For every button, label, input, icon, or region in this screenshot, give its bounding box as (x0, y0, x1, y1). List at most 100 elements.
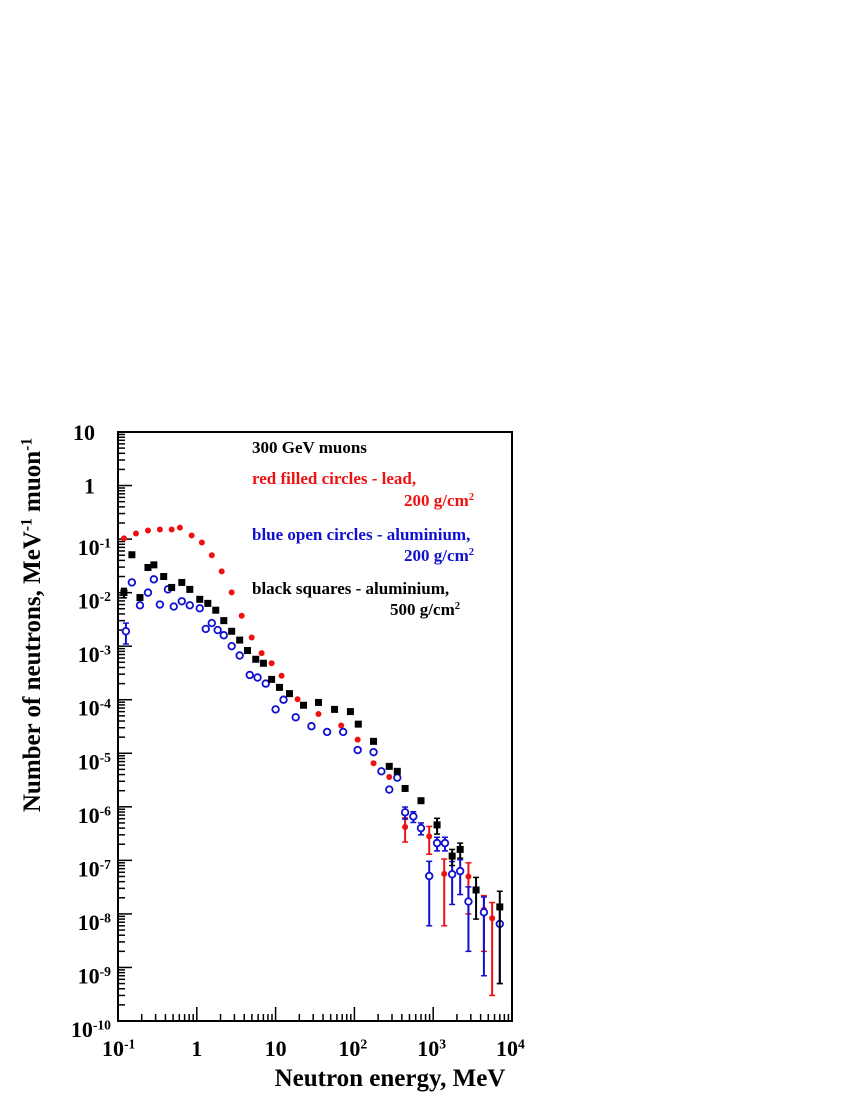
data-point (291, 713, 300, 722)
x-tick-label: 10 (265, 1036, 287, 1061)
text-part: muon (19, 451, 46, 518)
data-point (440, 838, 450, 848)
data-point (393, 773, 402, 782)
text-part: -1 (19, 438, 36, 451)
text-part: -9 (100, 964, 112, 979)
data-point (464, 897, 473, 906)
data-point (271, 705, 280, 714)
data-point (258, 650, 265, 657)
data-point (268, 660, 275, 667)
annotation: blue open circles - aluminium, (252, 525, 470, 544)
data-point (176, 524, 183, 531)
data-point (143, 588, 153, 597)
data-point (245, 670, 254, 680)
text-part: 10 (102, 1036, 124, 1061)
data-point (433, 821, 441, 829)
data-point (219, 631, 228, 640)
data-point (385, 762, 393, 770)
data-point (278, 672, 285, 679)
x-tick-label: 10-1 (102, 1036, 136, 1061)
data-point (261, 679, 270, 688)
data-point (228, 589, 235, 596)
x-tick-label: 1 (191, 1036, 202, 1061)
plot-frame (117, 431, 513, 1022)
data-point (279, 695, 288, 704)
data-point (300, 701, 308, 709)
data-point (244, 647, 252, 655)
data-point (338, 722, 345, 729)
data-point (315, 711, 322, 718)
data-point (432, 838, 442, 848)
text-part: -10 (93, 1017, 111, 1032)
y-axis-title: Number of neutrons, MeV-1 muon-1 (18, 438, 46, 812)
text-part: 10 (338, 1036, 360, 1061)
text-part: -1 (18, 518, 35, 531)
data-point (150, 561, 158, 569)
annotation: 200 g/cm2 (404, 491, 474, 510)
text-part: 10 (78, 589, 100, 614)
data-point (253, 673, 262, 682)
data-point (136, 594, 144, 602)
annotation: 500 g/cm2 (390, 600, 460, 619)
text-part: 2 (455, 601, 460, 612)
data-point (213, 625, 222, 635)
y-tick-label: 10-7 (78, 856, 112, 881)
data-point (195, 604, 204, 613)
text-part: -5 (100, 750, 112, 765)
y-tick-label: 10-1 (78, 535, 112, 560)
data-point (186, 585, 194, 593)
data-point (121, 627, 131, 636)
data-point (448, 852, 456, 860)
data-point (259, 659, 267, 667)
data-point (207, 618, 216, 628)
data-point (201, 624, 210, 634)
data-point (185, 601, 194, 610)
data-point (441, 870, 448, 877)
text-part: 2 (469, 547, 474, 558)
x-tick-label: 103 (417, 1036, 446, 1061)
data-point (385, 785, 394, 794)
y-tick-label: 10-4 (78, 696, 112, 721)
x-tick-label: 104 (496, 1036, 525, 1061)
data-point (155, 600, 165, 609)
data-point (168, 583, 176, 591)
data-point (228, 627, 236, 635)
data-point (370, 737, 378, 745)
text-part: 10 (78, 856, 100, 881)
data-point (307, 722, 316, 731)
data-point (369, 747, 378, 757)
y-tick-label: 10-6 (78, 803, 112, 828)
data-point (377, 767, 386, 776)
text-part: red filled circles - lead, (252, 469, 416, 488)
data-point (132, 530, 139, 537)
data-point (370, 760, 377, 767)
text-part: Neutron energy, MeV (275, 1065, 506, 1092)
data-point (208, 552, 215, 559)
annotation: black squares - aluminium, (252, 579, 449, 598)
data-point (220, 617, 228, 625)
data-point (188, 532, 195, 539)
annotation: red filled circles - lead, (252, 469, 416, 488)
text-part: -7 (100, 857, 112, 872)
data-point (177, 597, 186, 606)
text-part: -1 (100, 536, 112, 551)
text-part: 10 (417, 1036, 439, 1061)
data-point (227, 641, 236, 651)
y-tick-label: 10-3 (78, 642, 112, 667)
text-part: 10 (496, 1036, 518, 1061)
data-point (196, 595, 204, 603)
data-point (496, 903, 504, 911)
data-point (409, 812, 418, 821)
data-point (416, 823, 426, 833)
data-point (331, 705, 339, 713)
data-point (426, 833, 433, 840)
data-point (156, 526, 163, 533)
y-tick-label: 10-8 (78, 910, 112, 935)
data-point (252, 655, 260, 663)
data-point (128, 551, 136, 559)
data-point (275, 683, 283, 691)
text-part: 2 (360, 1036, 367, 1051)
data-point (346, 708, 354, 716)
